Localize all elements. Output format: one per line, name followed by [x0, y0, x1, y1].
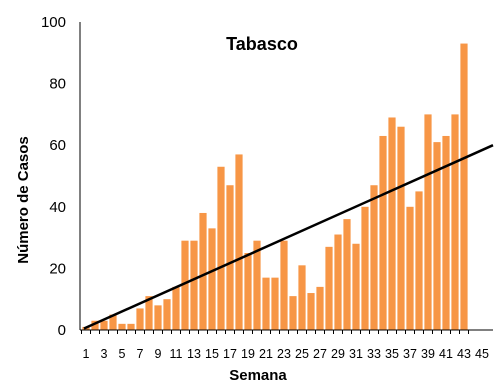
x-tick-label: 9: [155, 347, 162, 361]
y-tick-label: 0: [58, 322, 66, 339]
bar: [91, 320, 99, 330]
x-tick-label: 5: [119, 347, 126, 361]
chart-title: Tabasco: [226, 34, 298, 54]
bar: [289, 296, 297, 330]
bar: [226, 185, 234, 330]
x-tick-label: 3: [101, 347, 108, 361]
x-tick-label: 31: [349, 347, 363, 361]
trend-line: [83, 144, 494, 330]
bar: [406, 206, 414, 330]
x-tick-label: 45: [475, 347, 489, 361]
bar: [379, 135, 387, 330]
bar: [163, 299, 171, 330]
bar: [388, 117, 396, 330]
bar: [253, 240, 261, 330]
x-tick-label: 1: [83, 347, 90, 361]
bar: [118, 323, 126, 330]
bar: [298, 265, 306, 330]
x-tick-label: 27: [313, 347, 327, 361]
bar: [442, 135, 450, 330]
bar: [208, 228, 216, 330]
bar: [433, 142, 441, 330]
x-tick-label: 35: [385, 347, 399, 361]
x-tick-label: 17: [223, 347, 237, 361]
bar: [145, 296, 153, 330]
y-tick-label: 60: [49, 137, 66, 154]
bar: [190, 240, 198, 330]
bar: [172, 286, 180, 330]
x-tick-labels: 1 3 5 7 9 11 13 15 17 19 21 23 25 27 29 31 33 35 37 39 41 43 4…: [83, 347, 489, 361]
x-axis-label: Semana: [229, 367, 287, 384]
x-tick-label: 33: [367, 347, 381, 361]
bar: [235, 154, 243, 330]
bar: [451, 114, 459, 331]
bar: [397, 126, 405, 330]
bar: [181, 240, 189, 330]
x-tick-label: 15: [205, 347, 219, 361]
bar: [100, 320, 108, 330]
bar: [415, 191, 423, 330]
bar: [217, 166, 225, 330]
bar: [370, 185, 378, 330]
y-tick-label: 80: [49, 76, 66, 93]
bars: [82, 43, 468, 331]
bar: [244, 253, 252, 330]
x-tick-label: 19: [241, 347, 255, 361]
x-tick-label: 41: [439, 347, 453, 361]
bar: [280, 240, 288, 330]
y-tick-label: 100: [41, 14, 66, 31]
bar: [316, 286, 324, 330]
bar: [127, 323, 135, 330]
x-tick-label: 23: [277, 347, 291, 361]
bar: [343, 219, 351, 330]
bar: [271, 277, 279, 330]
x-tick-label: 13: [187, 347, 201, 361]
bar: [361, 206, 369, 330]
y-tick-labels: 0 20 40 60 80 100: [41, 14, 66, 339]
x-tick-label: 43: [457, 347, 471, 361]
x-tick-label: 21: [259, 347, 273, 361]
bar: [199, 212, 207, 330]
y-axis-label: Número de Casos: [15, 136, 32, 264]
bar: [334, 234, 342, 330]
x-tick-label: 39: [421, 347, 435, 361]
x-tick-marks: [81, 330, 469, 334]
bar: [154, 305, 162, 330]
x-tick-label: 11: [170, 347, 183, 361]
bar: [352, 243, 360, 330]
bar: [307, 293, 315, 330]
x-tick-label: 25: [295, 347, 309, 361]
bar: [424, 114, 432, 331]
bar: [325, 246, 333, 330]
x-tick-label: 29: [331, 347, 345, 361]
x-tick-label: 37: [403, 347, 417, 361]
y-tick-label: 20: [49, 260, 66, 277]
bar: [262, 277, 270, 330]
x-tick-label: 7: [137, 347, 144, 361]
y-tick-label: 40: [49, 199, 66, 216]
bar: [136, 308, 144, 330]
bar: [460, 43, 468, 331]
bar: [109, 314, 117, 330]
